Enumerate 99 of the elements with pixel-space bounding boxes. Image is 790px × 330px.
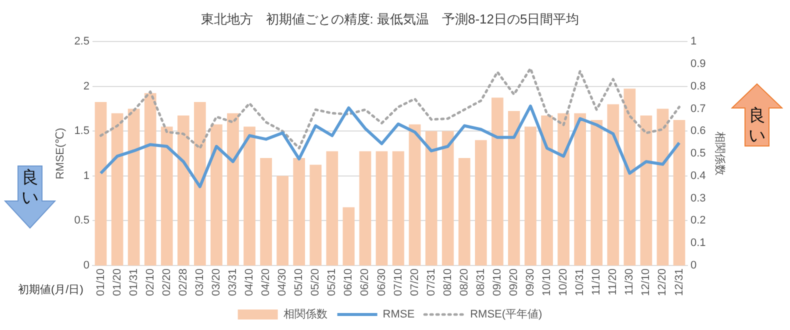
x-tick-label: 01/10 xyxy=(94,268,107,296)
x-tick-label: 03/10 xyxy=(194,268,206,296)
y-tick-label: 1.5 xyxy=(74,125,90,138)
bar xyxy=(656,108,669,266)
bar xyxy=(359,151,372,266)
bar xyxy=(640,115,652,266)
bar xyxy=(541,115,553,266)
x-tick-label: 06/20 xyxy=(359,268,372,296)
bar xyxy=(392,151,404,266)
x-tick-label: 11/30 xyxy=(624,268,636,296)
bar xyxy=(492,98,504,266)
bar xyxy=(673,120,686,266)
x-tick-label: 03/20 xyxy=(210,268,222,296)
text: 良い xyxy=(20,168,40,208)
bar xyxy=(244,126,256,266)
y-axis-title: RMSE(℃) xyxy=(54,128,67,180)
bar xyxy=(376,151,388,266)
bar xyxy=(194,102,206,266)
y2-tick-label: 0.6 xyxy=(690,125,706,138)
x-tick-label: 06/10 xyxy=(342,268,355,296)
x-tick-label: 07/10 xyxy=(392,268,404,296)
x-tick-label: 09/10 xyxy=(491,268,504,296)
y2-tick-label: 0.3 xyxy=(690,192,706,204)
y-tick-label: 0 xyxy=(83,260,90,272)
bar xyxy=(442,131,454,266)
bar xyxy=(128,108,140,266)
bar xyxy=(227,113,239,266)
bar xyxy=(524,126,536,266)
x-tick-label: 09/30 xyxy=(524,268,537,296)
bar xyxy=(144,93,156,266)
x-tick-label: 07/20 xyxy=(408,268,421,296)
y-tick-label: 0.5 xyxy=(74,214,90,227)
y2-tick-label: 0.7 xyxy=(690,102,706,115)
y2-tick-label: 0.2 xyxy=(690,214,706,227)
bar xyxy=(160,126,173,266)
y2-tick-label: 1 xyxy=(690,36,697,48)
x-tick-label: 01/20 xyxy=(111,268,124,296)
bar xyxy=(94,102,107,266)
x-tick-label: 05/10 xyxy=(293,268,306,296)
x-tick-label: 10/31 xyxy=(574,268,586,296)
y-tick-label: 1 xyxy=(83,170,90,182)
x-tick-label: 08/20 xyxy=(458,268,470,296)
bar xyxy=(458,158,470,266)
x-tick-label: 10/10 xyxy=(541,268,554,296)
bar xyxy=(474,140,487,266)
bar xyxy=(574,113,586,266)
text: 良い xyxy=(748,106,766,146)
legend-label: 相関係数 xyxy=(283,308,328,321)
bar xyxy=(177,115,190,266)
bar xyxy=(310,164,322,266)
y2-tick-label: 0.4 xyxy=(690,170,706,182)
x-tick-label: 12/10 xyxy=(640,268,652,296)
y2-tick-label: 0.1 xyxy=(690,237,706,250)
x-tick-label: 09/20 xyxy=(508,268,520,296)
bar xyxy=(326,151,338,266)
x-tick-label: 05/31 xyxy=(326,268,338,296)
x-tick-label: 10/20 xyxy=(558,268,570,296)
y2-tick-label: 0.5 xyxy=(690,148,706,160)
y2-tick-label: 0 xyxy=(690,260,697,272)
x-tick-label: 08/10 xyxy=(442,268,454,296)
bar xyxy=(425,131,438,266)
y2-tick-label: 0.8 xyxy=(690,80,706,92)
x-tick-label: 03/31 xyxy=(227,268,240,296)
bar xyxy=(624,88,636,266)
x-tick-label: 04/30 xyxy=(276,268,289,296)
x-tick-label: 04/20 xyxy=(260,268,272,296)
legend-label: RMSE(平年値) xyxy=(470,308,542,321)
x-axis-title: 初期値(月/日) xyxy=(18,284,84,297)
bar xyxy=(111,113,124,266)
x-tick-label: 02/28 xyxy=(177,268,190,296)
line-series xyxy=(100,67,680,150)
bar xyxy=(210,124,222,266)
x-tick-label: 05/20 xyxy=(310,268,322,296)
legend-label: RMSE xyxy=(382,308,415,321)
y-tick-label: 2.5 xyxy=(74,36,90,48)
x-tick-label: 11/10 xyxy=(590,268,603,296)
y2-tick-label: 0.9 xyxy=(690,58,706,70)
x-tick-label: 08/31 xyxy=(474,268,487,296)
x-tick-label: 02/20 xyxy=(160,268,173,296)
bar xyxy=(558,113,570,266)
x-tick-label: 06/30 xyxy=(376,268,388,296)
x-tick-label: 12/31 xyxy=(673,268,686,296)
chart-title: 東北地方 初期値ごとの精度: 最低気温 予測8-12日の5日間平均 xyxy=(200,11,580,26)
bar xyxy=(276,176,288,266)
x-tick-label: 01/31 xyxy=(128,268,140,296)
bar xyxy=(590,120,603,266)
bar xyxy=(408,124,421,266)
x-tick-label: 02/10 xyxy=(144,268,156,296)
x-tick-label: 07/31 xyxy=(425,268,438,296)
bar xyxy=(342,207,355,266)
x-tick-label: 12/20 xyxy=(656,268,669,296)
y2-axis-title: 相関係数 xyxy=(713,132,726,176)
bar xyxy=(508,111,520,266)
y-tick-label: 2 xyxy=(83,80,90,92)
x-tick-label: 11/20 xyxy=(607,268,620,296)
bar xyxy=(293,158,306,266)
bar xyxy=(607,104,620,266)
bar xyxy=(260,158,272,266)
x-tick-label: 04/10 xyxy=(244,268,256,296)
